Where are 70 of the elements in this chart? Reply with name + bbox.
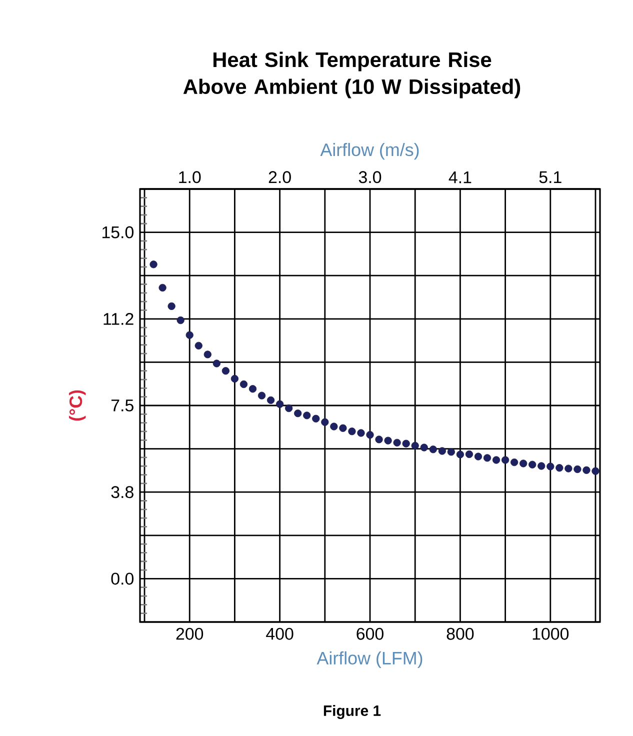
point — [592, 467, 600, 475]
caption: Figure 1 — [324, 705, 381, 720]
point — [420, 444, 428, 452]
point — [321, 418, 329, 426]
point — [528, 460, 536, 468]
point — [312, 414, 320, 422]
point — [465, 450, 474, 458]
point — [248, 385, 257, 393]
point — [502, 456, 510, 464]
x2-tick-label: 1.0 — [179, 171, 201, 184]
y-tick-label: 7.5 — [111, 400, 134, 412]
y-tick-label: 0.0 — [111, 572, 134, 585]
point — [276, 400, 284, 408]
point — [285, 404, 293, 412]
point — [158, 284, 166, 292]
point — [230, 374, 239, 383]
point — [402, 440, 410, 448]
point — [176, 316, 184, 324]
point — [204, 350, 212, 358]
point — [186, 331, 194, 339]
point — [294, 410, 302, 418]
y-tick-label: 3.8 — [111, 486, 134, 498]
point — [150, 260, 158, 268]
x2-tick-label: 2.0 — [268, 171, 291, 184]
point — [393, 438, 401, 446]
point — [429, 446, 437, 454]
x-tick-label: 1000 — [532, 628, 569, 640]
x2-tick-label: 5.1 — [539, 171, 562, 184]
point — [366, 431, 374, 439]
y-tick-label: 11.2 — [104, 312, 134, 325]
point — [556, 464, 564, 472]
x2-tick-label: 3.0 — [358, 171, 382, 184]
x-tick-label: 200 — [176, 628, 204, 640]
point — [194, 342, 202, 350]
point — [411, 442, 419, 450]
point — [456, 450, 464, 458]
point — [258, 392, 266, 400]
point — [447, 448, 455, 456]
point — [510, 458, 518, 466]
point — [357, 429, 365, 437]
point — [240, 380, 248, 388]
point — [483, 454, 492, 462]
point — [520, 460, 528, 468]
x-axis-title: Airflow (LFM) — [316, 651, 422, 668]
chart-title: Heat Sink Temperature Rise Above Ambient (10 W Dissipated) — [183, 52, 520, 98]
point — [574, 465, 582, 474]
point — [303, 412, 311, 420]
point — [546, 462, 554, 470]
y-tick-label: 15.0 — [102, 226, 134, 238]
point — [564, 464, 572, 472]
point — [330, 422, 338, 430]
point — [538, 462, 546, 470]
point — [212, 360, 220, 368]
point — [438, 447, 446, 455]
point — [222, 367, 230, 375]
y-axis-title: (°C) — [68, 390, 86, 421]
point — [384, 436, 392, 444]
point — [339, 424, 347, 432]
x2-axis-title: Airflow (m/s) — [320, 142, 419, 160]
point — [582, 466, 590, 474]
x-tick-label: 400 — [266, 628, 294, 640]
point — [474, 452, 482, 460]
point — [168, 302, 176, 310]
point — [348, 428, 356, 436]
point — [266, 396, 275, 404]
point — [492, 456, 500, 464]
x2-tick-label: 4.1 — [448, 171, 472, 184]
x-tick-label: 800 — [446, 628, 474, 640]
x-tick-label: 600 — [356, 628, 384, 640]
point — [375, 436, 383, 444]
